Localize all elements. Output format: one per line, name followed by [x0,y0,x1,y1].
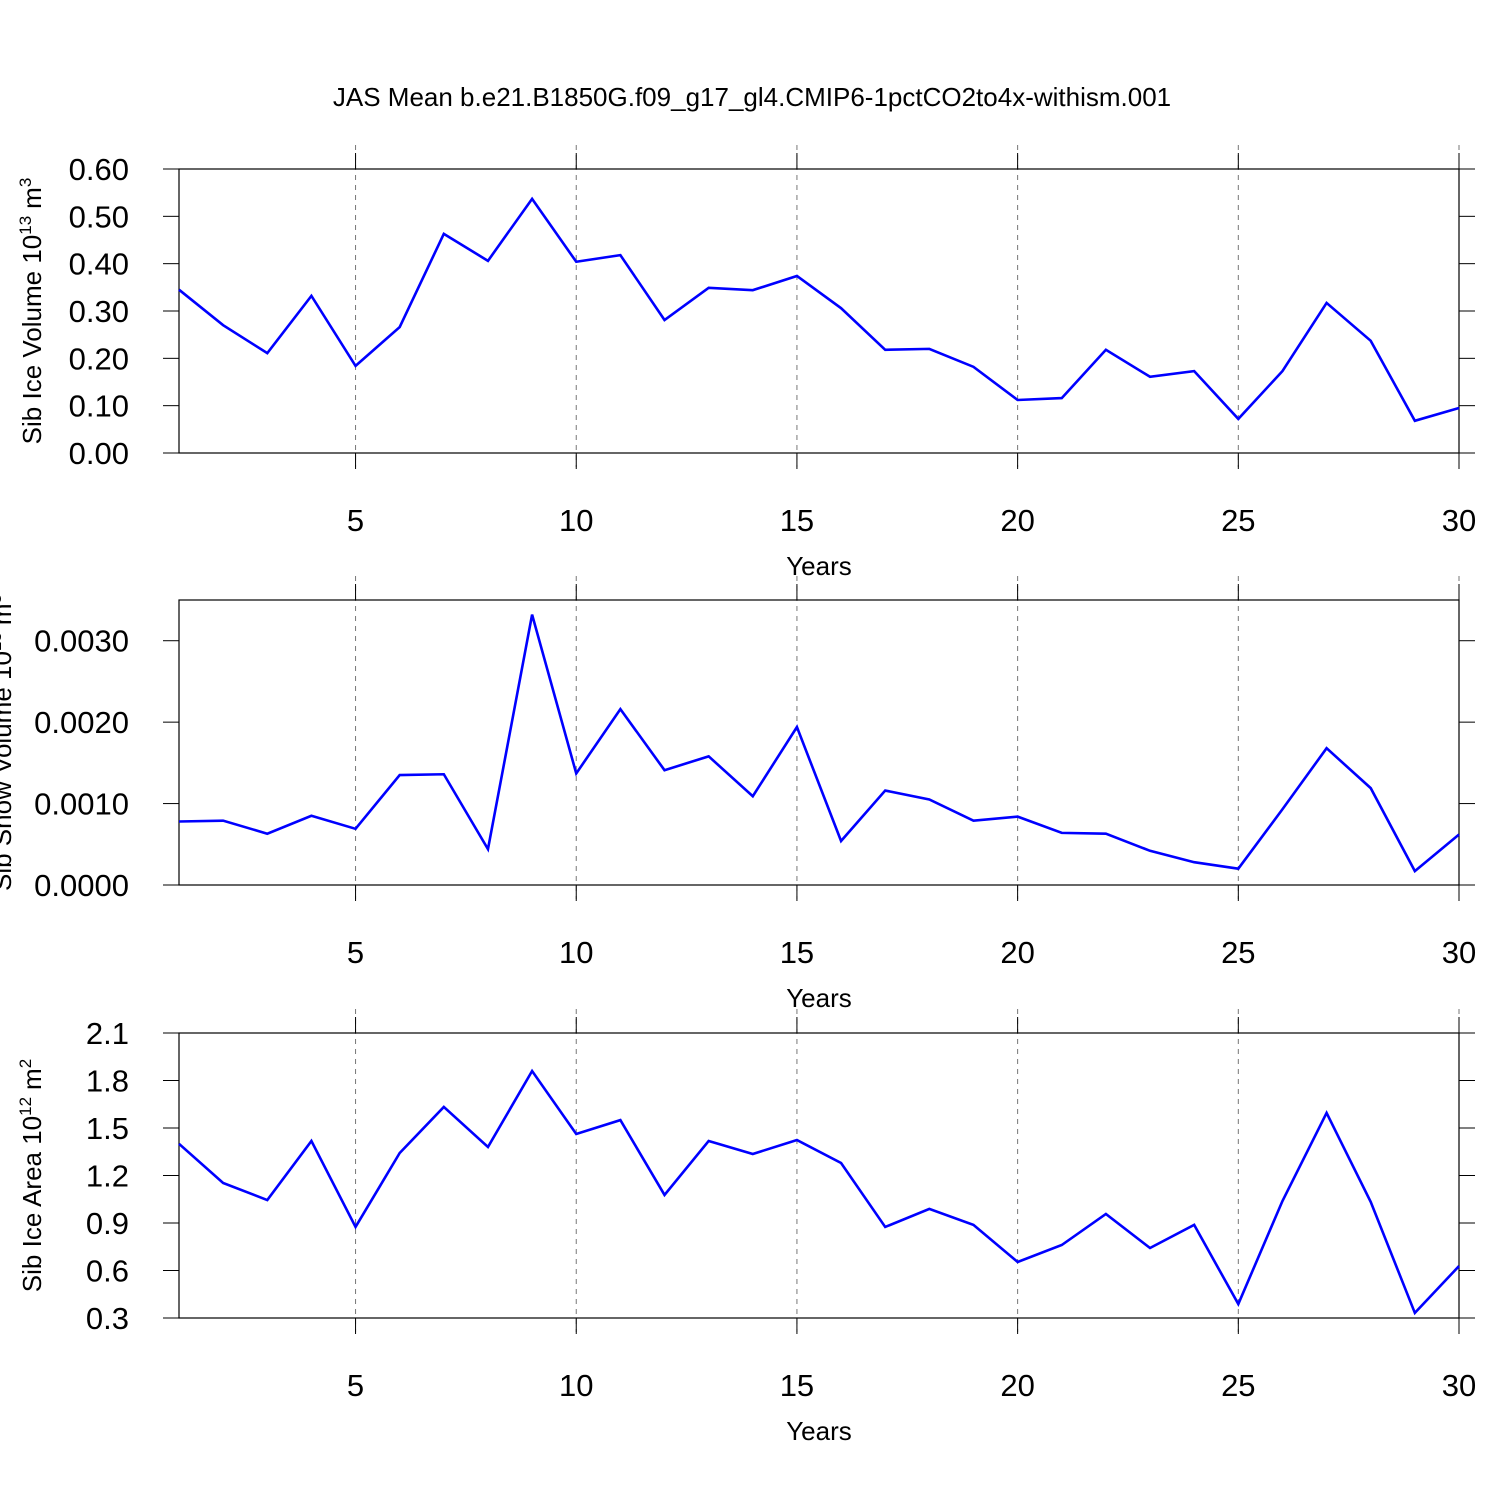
y-axis-label-unit: m [17,187,47,209]
y-tick-label: 1.5 [86,1111,129,1146]
x-tick-label: 30 [1442,935,1476,970]
y-axis-label-exp: 12 [16,1097,35,1116]
y-tick-label: 0.6 [86,1254,129,1289]
y-axis-label-unit-exp: 3 [16,178,35,187]
y-tick-label: 0.50 [69,199,129,234]
y-tick-label: 1.8 [86,1064,129,1099]
y-axis-label-text: Sib Snow Volume 10 [0,651,17,891]
plot-frame [178,1032,1460,1319]
y-tick-label: 0.30 [69,294,129,329]
data-line [178,614,1460,874]
x-tick-label: 10 [559,503,593,538]
x-axis-label: Years [786,983,852,1013]
x-tick-label: 5 [347,503,364,538]
x-tick-label: 25 [1221,935,1255,970]
y-axis-label: Sib Ice Volume 1013 m3 [16,178,47,445]
y-tick-label: 2.1 [86,1016,129,1051]
y-tick-label: 0.0020 [34,705,129,740]
y-tick-label: 0.00 [69,436,129,471]
x-tick-label: 15 [780,503,814,538]
x-tick-label: 20 [1000,1368,1034,1403]
y-axis-label-exp: 13 [16,216,35,235]
y-tick-label: 0.9 [86,1206,129,1241]
y-axis-label: Sib Snow Volume 1013 m3 [0,594,17,891]
x-tick-label: 15 [780,935,814,970]
y-tick-label: 0.40 [69,247,129,282]
x-tick-label: 25 [1221,1368,1255,1403]
y-tick-label: 1.2 [86,1159,129,1194]
x-tick-label: 10 [559,935,593,970]
y-axis-label-unit-exp: 2 [16,1059,35,1068]
data-line [178,196,1460,423]
x-tick-label: 15 [780,1368,814,1403]
x-tick-label: 10 [559,1368,593,1403]
y-tick-label: 0.20 [69,341,129,376]
y-tick-label: 0.10 [69,389,129,424]
x-tick-label: 25 [1221,503,1255,538]
y-axis-label-text: Sib Ice Area 10 [17,1116,47,1292]
y-tick-label: 0.0010 [34,787,129,822]
x-tick-label: 5 [347,1368,364,1403]
y-axis-label-text: Sib Ice Volume 10 [17,235,47,445]
x-axis-label: Years [786,551,852,581]
y-axis-label-exp: 13 [0,632,5,651]
y-axis-label: Sib Ice Area 1012 m2 [16,1059,47,1292]
x-tick-label: 20 [1000,503,1034,538]
plot-frame [178,599,1460,886]
y-axis-label-unit: m [0,603,17,625]
x-axis-label: Years [786,1416,852,1446]
x-tick-label: 30 [1442,503,1476,538]
chart-title: JAS Mean b.e21.B1850G.f09_g17_gl4.CMIP6-… [333,82,1171,112]
y-tick-label: 0.3 [86,1301,129,1336]
x-tick-label: 5 [347,935,364,970]
data-line [178,1068,1460,1316]
x-tick-label: 20 [1000,935,1034,970]
plot-frame [178,168,1460,454]
y-axis-label-unit: m [17,1068,47,1090]
y-tick-label: 0.60 [69,152,129,187]
y-axis-label-unit-exp: 3 [0,594,5,603]
y-tick-label: 0.0030 [34,624,129,659]
x-tick-label: 30 [1442,1368,1476,1403]
y-tick-label: 0.0000 [34,868,129,903]
